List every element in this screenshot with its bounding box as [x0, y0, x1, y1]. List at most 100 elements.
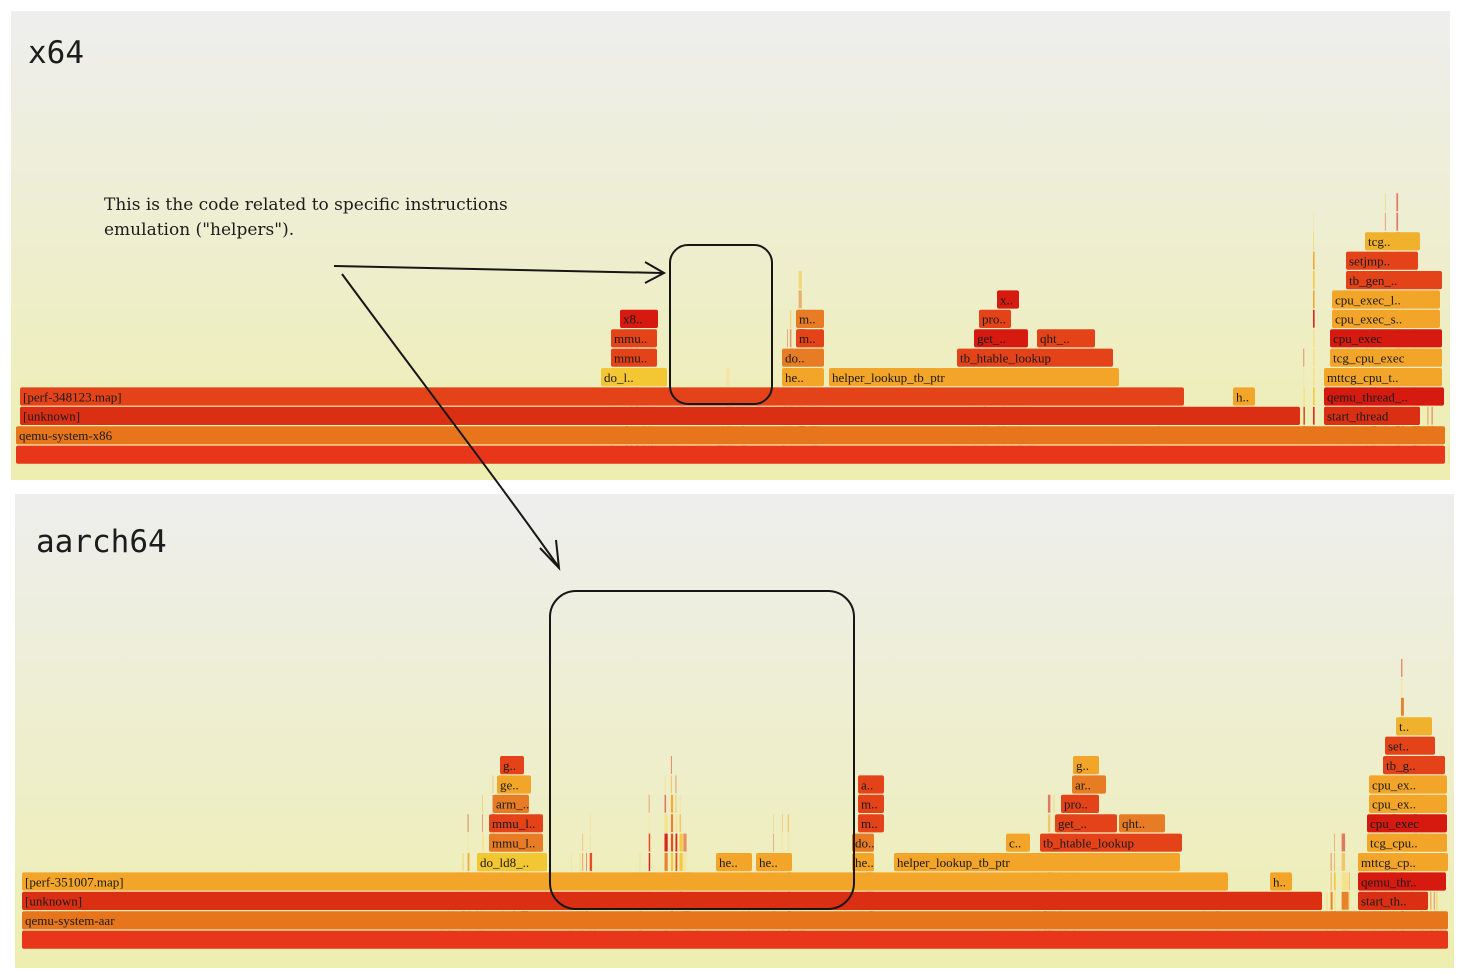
aarch64-frame-17[interactable] [852, 833, 874, 852]
aarch64-frame-label-30: he.. [759, 855, 778, 870]
aarch64-frame-10[interactable] [1369, 775, 1447, 794]
aarch64-frame-3[interactable] [22, 872, 1228, 891]
aarch64-frame-1[interactable] [22, 911, 1448, 930]
x64-frame-18[interactable] [796, 329, 824, 348]
x64-frame-5[interactable] [1324, 387, 1444, 406]
aarch64-spike-segment-171 [679, 814, 682, 833]
aarch64-spike-segment-142 [664, 833, 668, 852]
x64-frame-11[interactable] [1346, 271, 1442, 290]
x64-frame-0[interactable] [16, 445, 1445, 464]
x64-frame-16[interactable] [782, 368, 824, 387]
aarch64-frame-20[interactable] [858, 775, 884, 794]
x64-frame-28[interactable] [620, 309, 658, 328]
x64-frame-15[interactable] [829, 368, 1119, 387]
aarch64-spike-segment-334 [1330, 853, 1332, 871]
x64-frame-21[interactable] [974, 329, 1028, 348]
x64-frame-23[interactable] [979, 309, 1011, 328]
aarch64-frame-28[interactable] [477, 853, 547, 872]
aarch64-frame-label-1: qemu-system-aar [25, 913, 115, 928]
x64-frame-13[interactable] [1365, 232, 1420, 251]
x64-frame-7[interactable] [1330, 348, 1442, 367]
x64-frame-label-4: start_thread [1327, 409, 1389, 424]
x64-frame-8[interactable] [1330, 329, 1442, 348]
aarch64-spike-segment-154 [670, 775, 672, 794]
aarch64-frame-18[interactable] [858, 814, 884, 833]
annotation-line-2: emulation ("helpers"). [104, 220, 294, 240]
aarch64-frame-26[interactable] [1072, 775, 1106, 794]
aarch64-frame-5[interactable] [1358, 872, 1446, 891]
aarch64-frame-24[interactable] [1119, 814, 1165, 833]
aarch64-frame-15[interactable] [894, 853, 1180, 872]
aarch64-spike-segment-141 [664, 853, 668, 871]
aarch64-frame-0[interactable] [22, 930, 1448, 949]
x64-frame-1[interactable] [16, 426, 1445, 445]
aarch64-frame-8[interactable] [1367, 814, 1447, 833]
x64-frame-20[interactable] [957, 348, 1113, 367]
aarch64-frame-25[interactable] [1061, 794, 1099, 813]
x64-frame-14[interactable] [1233, 387, 1255, 406]
aarch64-frame-35[interactable] [500, 756, 524, 775]
aarch64-frame-6[interactable] [1358, 853, 1448, 872]
x64-frame-12[interactable] [1346, 251, 1418, 270]
aarch64-frame-13[interactable] [1396, 717, 1432, 736]
aarch64-frame-19[interactable] [858, 794, 884, 813]
x64-frame-label-6: mttcg_cpu_t.. [1327, 370, 1399, 385]
x64-frame-label-26: mmu.. [614, 351, 647, 366]
x64-frame-25[interactable] [601, 368, 667, 387]
aarch64-frame-12[interactable] [1385, 736, 1435, 755]
aarch64-frame-label-19: m.. [861, 797, 878, 812]
aarch64-frame-label-4: start_th.. [1361, 894, 1407, 909]
aarch64-spike-segment-218 [787, 814, 790, 833]
aarch64-frame-29[interactable] [716, 853, 752, 872]
aarch64-frame-2[interactable] [22, 891, 1322, 910]
x64-frame-label-17: do.. [785, 351, 805, 366]
aarch64-frame-27[interactable] [1073, 756, 1099, 775]
x64-frame-9[interactable] [1332, 309, 1440, 328]
x64-frame-22[interactable] [1037, 329, 1095, 348]
aarch64-frame-22[interactable] [1006, 833, 1030, 852]
x64-frame-26[interactable] [611, 348, 657, 367]
aarch64-spike-segment-153 [670, 794, 674, 813]
aarch64-frame-23[interactable] [1055, 814, 1117, 833]
x64-spike-segment-195 [1313, 348, 1315, 367]
x64-frame-19[interactable] [796, 309, 824, 328]
x64-spike-segment-194 [1313, 368, 1315, 386]
aarch64-frames: qemu-system-aar [unknown] [perf-351007.map… [22, 717, 1448, 949]
aarch64-frame-21[interactable] [1040, 833, 1182, 852]
aarch64-frame-label-9: cpu_ex.. [1372, 797, 1416, 812]
x64-frame-2[interactable] [20, 406, 1300, 425]
aarch64-frame-33[interactable] [493, 794, 529, 813]
aarch64-frame-34[interactable] [497, 775, 531, 794]
aarch64-title: aarch64 [36, 524, 167, 560]
x64-frame-27[interactable] [611, 329, 657, 348]
x64-frame-3[interactable] [20, 387, 1184, 406]
aarch64-frame-label-26: ar.. [1075, 777, 1091, 792]
aarch64-frame-31[interactable] [489, 833, 543, 852]
x64-frame-17[interactable] [782, 348, 824, 367]
x64-spike-segment-189 [1303, 348, 1305, 367]
x64-frame-6[interactable] [1324, 368, 1442, 387]
x64-frame-10[interactable] [1332, 290, 1440, 309]
aarch64-spike-segment-337 [1334, 891, 1336, 910]
aarch64-frame-16[interactable] [852, 853, 874, 872]
x64-spike-segment-201 [1313, 232, 1314, 251]
x64-spike-segment-117 [798, 271, 802, 289]
aarch64-spike-segment-18 [467, 853, 470, 871]
aarch64-frame-32[interactable] [489, 814, 543, 833]
aarch64-spike-segment-117 [589, 814, 591, 833]
aarch64-frame-label-21: tb_htable_lookup [1043, 836, 1134, 851]
aarch64-frame-9[interactable] [1369, 794, 1447, 813]
aarch64-frame-4[interactable] [1358, 891, 1428, 910]
aarch64-frame-14[interactable] [1270, 872, 1292, 891]
x64-spike-segment-99 [787, 329, 788, 348]
aarch64-frame-11[interactable] [1383, 756, 1445, 775]
x64-frame-4[interactable] [1324, 406, 1420, 425]
x64-frame-24[interactable] [997, 290, 1019, 309]
aarch64-frame-7[interactable] [1367, 833, 1447, 852]
x64-frame-label-22: qht_.. [1040, 331, 1070, 346]
aarch64-frame-30[interactable] [756, 853, 792, 872]
aarch64-frame-label-11: tb_g.. [1386, 758, 1416, 773]
arrow-to-aarch64-helpers-head [539, 539, 561, 571]
x64-frame-label-15: helper_lookup_tb_ptr [832, 370, 945, 385]
x64-frame-label-7: tcg_cpu_exec [1333, 351, 1405, 366]
